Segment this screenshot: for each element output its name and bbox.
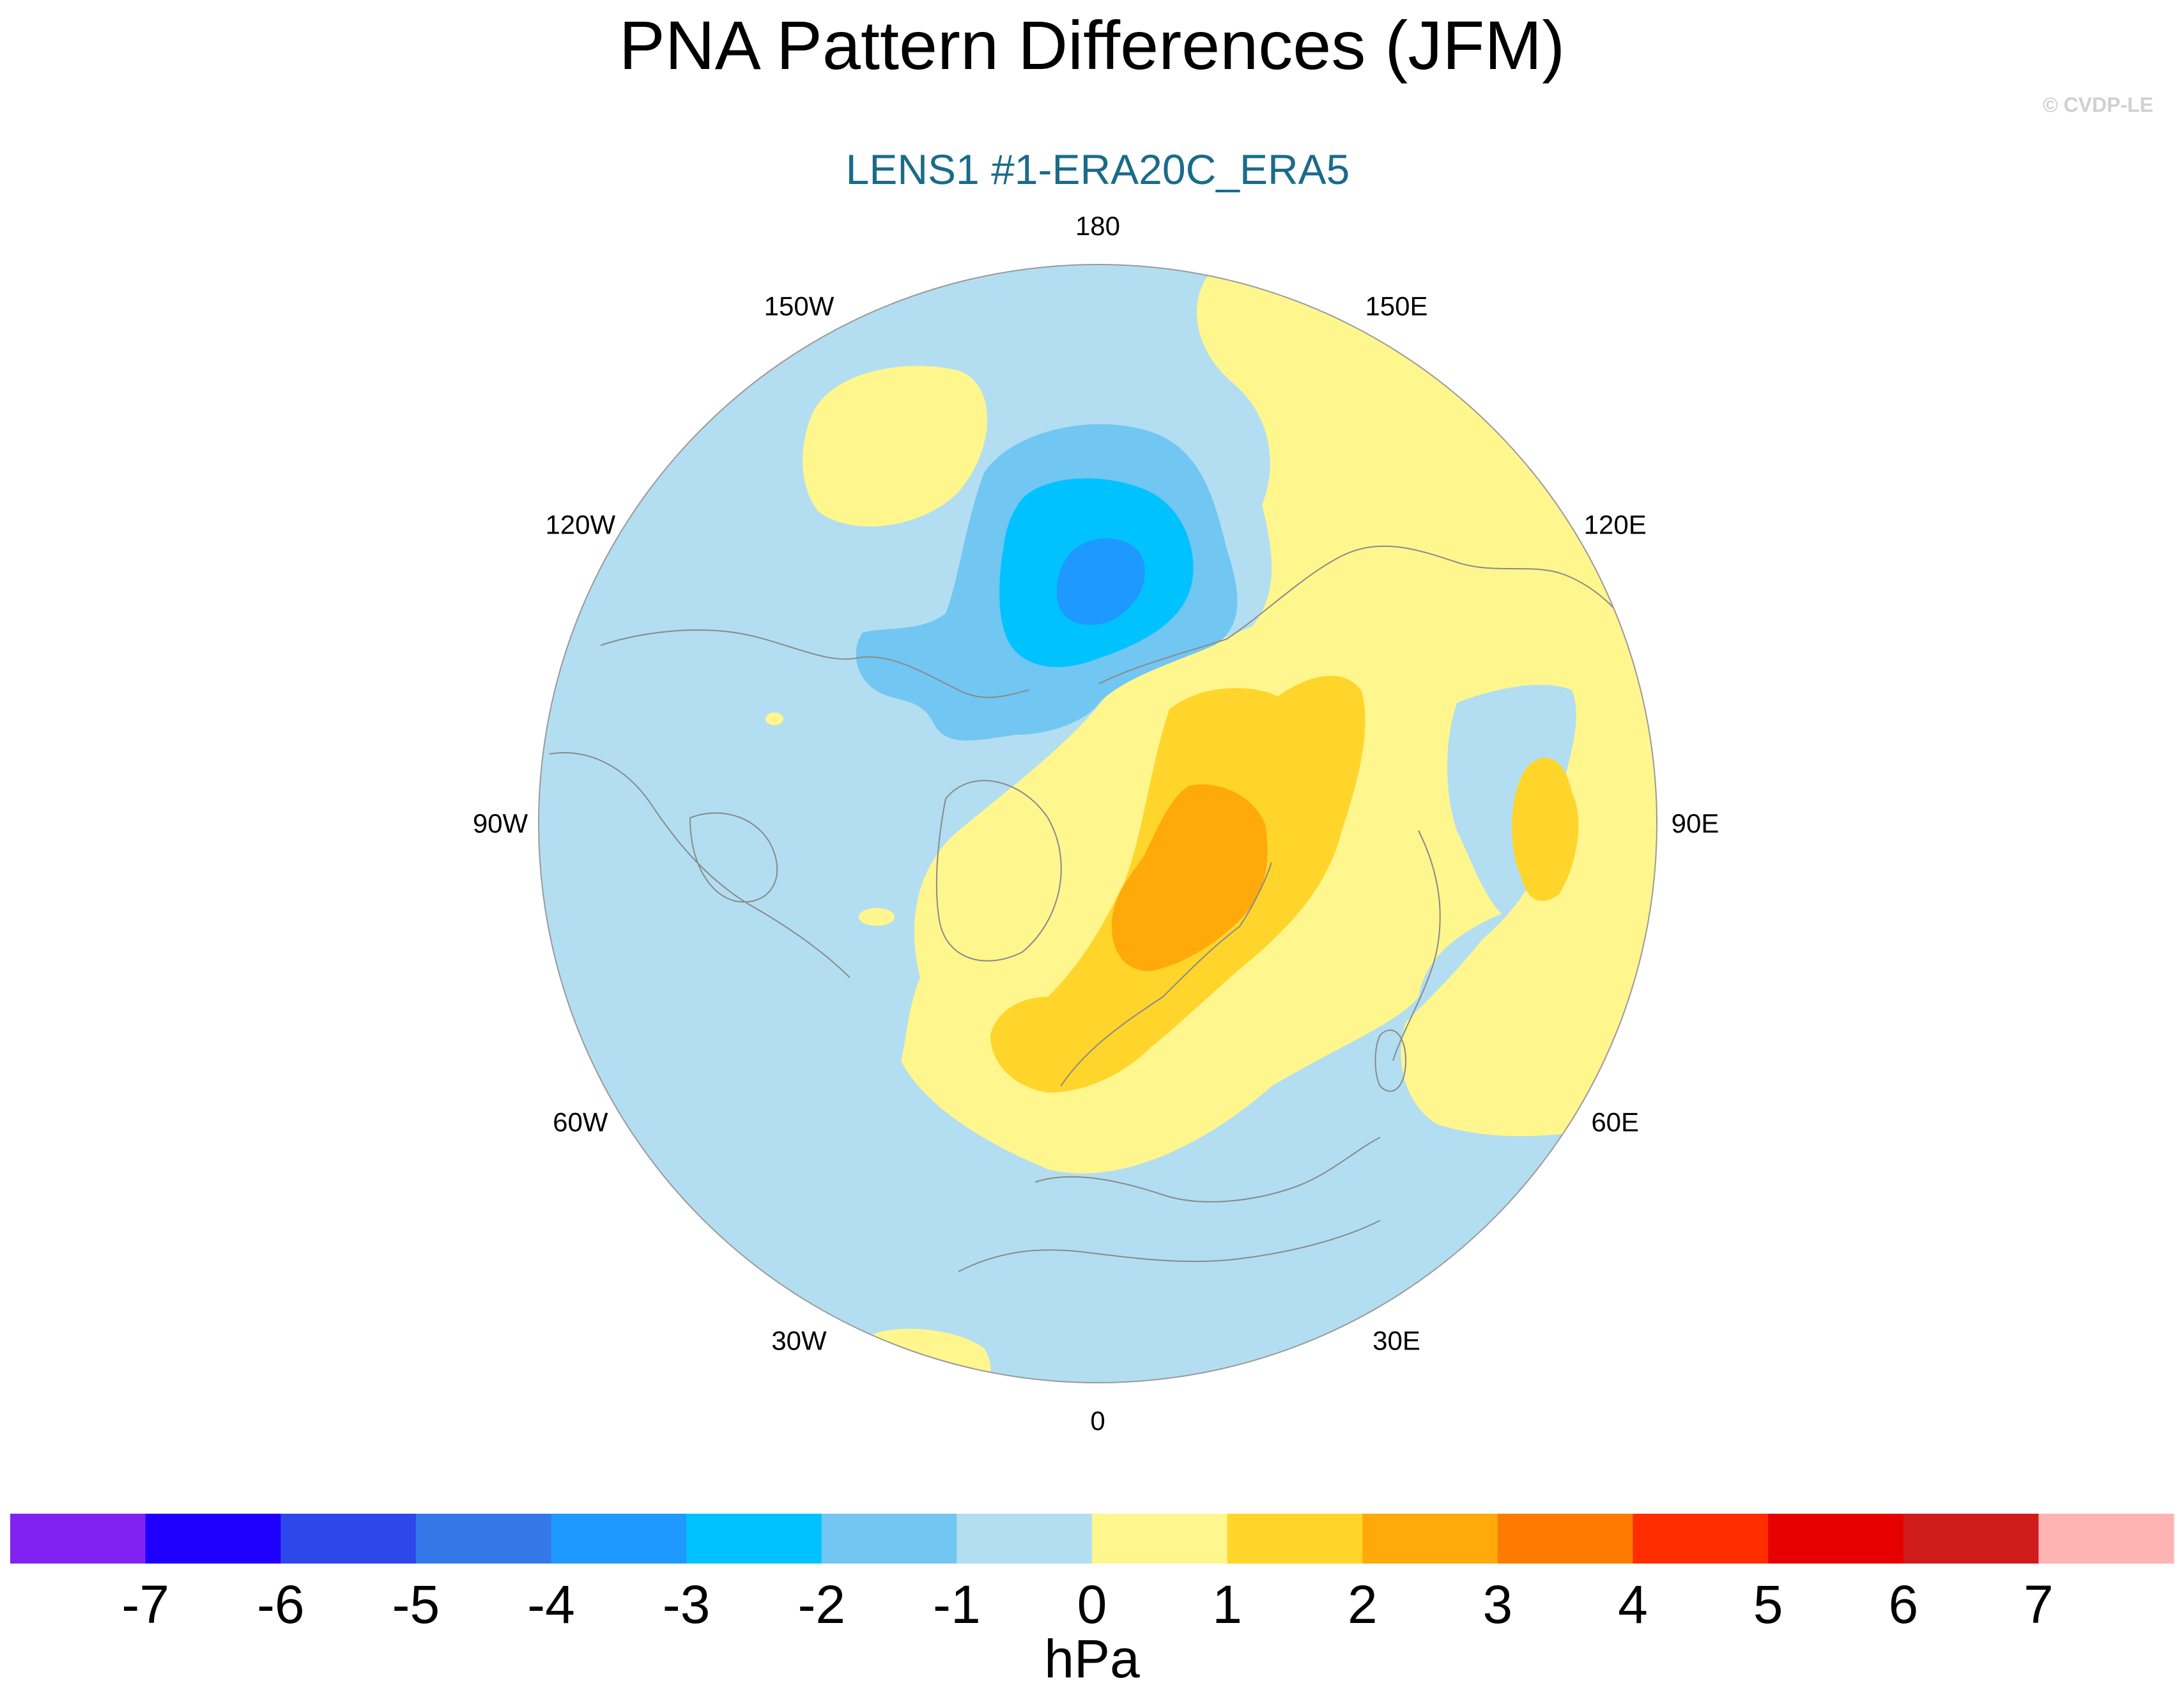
coastline-hudson-bay bbox=[689, 812, 778, 903]
colorbar-bin bbox=[821, 1514, 957, 1564]
colorbar-bin bbox=[1227, 1514, 1363, 1564]
colorbar-tick-label: 5 bbox=[1753, 1574, 1783, 1634]
longitude-label-150e: 150E bbox=[1365, 291, 1427, 321]
coastline-africa-north bbox=[958, 1220, 1381, 1272]
figure-subtitle: LENS1 #1-ERA20C_ERA5 bbox=[846, 146, 1350, 193]
colorbar-bins bbox=[10, 1514, 2174, 1564]
coastlines bbox=[549, 545, 1636, 1272]
figure-title: PNA Pattern Differences (JFM) bbox=[619, 6, 1565, 84]
colorbar-tick-label: 2 bbox=[1348, 1574, 1378, 1634]
colorbar-bin bbox=[1633, 1514, 1769, 1564]
north-pacific-negative-core bbox=[1056, 538, 1145, 626]
coastline-siberia bbox=[1098, 545, 1636, 684]
colorbar-bin bbox=[10, 1514, 146, 1564]
colorbar-bin bbox=[1092, 1514, 1228, 1564]
coastline-mediterranean bbox=[1034, 1137, 1381, 1203]
longitude-label-30w: 30W bbox=[771, 1326, 827, 1356]
colorbar-bin bbox=[1768, 1514, 1904, 1564]
colorbar-bin bbox=[281, 1514, 417, 1564]
coastline-north-america-east bbox=[549, 752, 850, 978]
coastline-east-asia bbox=[1392, 830, 1441, 1061]
scandinavia-positive-core bbox=[1112, 784, 1268, 971]
longitude-label-90e: 90E bbox=[1672, 808, 1719, 838]
colorbar-tick-label: -2 bbox=[797, 1574, 845, 1634]
colorbar-tick-label: -1 bbox=[933, 1574, 981, 1634]
colorbar-tick-label: -6 bbox=[257, 1574, 305, 1634]
longitude-label-120w: 120W bbox=[545, 510, 615, 540]
pacific-positive-patch bbox=[803, 365, 987, 527]
colorbar-tick-label: 0 bbox=[1077, 1574, 1107, 1634]
coastline-caspian bbox=[1374, 1029, 1407, 1092]
longitude-label-90w: 90W bbox=[473, 808, 528, 838]
colorbar-bin bbox=[145, 1514, 281, 1564]
longitude-label-0: 0 bbox=[1090, 1406, 1105, 1436]
longitude-label-30e: 30E bbox=[1373, 1326, 1420, 1356]
colorbar-bin bbox=[1362, 1514, 1498, 1564]
colorbar-tick-label: -3 bbox=[663, 1574, 711, 1634]
colorbar-tick-label: -4 bbox=[527, 1574, 575, 1634]
colorbar-tick-label: 6 bbox=[1888, 1574, 1918, 1634]
colorbar-unit-label: hPa bbox=[1044, 1629, 1140, 1689]
map-boundary bbox=[538, 264, 1657, 1383]
copyright-label: © CVDP-LE bbox=[2043, 93, 2153, 116]
colorbar-tick-label: 4 bbox=[1618, 1574, 1648, 1634]
colorbar-tick-label: -5 bbox=[392, 1574, 440, 1634]
central-asia-positive-patch bbox=[1512, 757, 1579, 901]
colorbar-bin bbox=[1497, 1514, 1634, 1564]
colorbar-bin bbox=[1903, 1514, 2039, 1564]
longitude-label-120e: 120E bbox=[1584, 510, 1647, 540]
colorbar-bin bbox=[551, 1514, 687, 1564]
positive-spot bbox=[859, 908, 895, 926]
colorbar-tick-labels: -7 -6 -5 -4 -3 -2 -1 0 1 2 3 4 5 6 7 bbox=[121, 1574, 2054, 1634]
longitude-labels: 180 150E 120E 90E 60E 30E 0 30W 60W 90W 120W 150W bbox=[473, 211, 1719, 1436]
longitude-label-60w: 60W bbox=[553, 1107, 608, 1137]
longitude-label-150w: 150W bbox=[764, 291, 834, 321]
colorbar-bin bbox=[415, 1514, 552, 1564]
colorbar-tick-label: 1 bbox=[1212, 1574, 1242, 1634]
colorbar-bin bbox=[2038, 1514, 2174, 1564]
colorbar: -7 -6 -5 -4 -3 -2 -1 0 1 2 3 4 5 6 7 hPa bbox=[10, 1514, 2174, 1689]
colorbar-tick-label: 3 bbox=[1483, 1574, 1513, 1634]
coastline-europe bbox=[1060, 862, 1272, 1087]
coastline-alaska bbox=[600, 629, 1029, 698]
positive-spot bbox=[765, 712, 783, 725]
colorbar-tick-label: -7 bbox=[121, 1574, 169, 1634]
colorbar-tick-label: 7 bbox=[2024, 1574, 2054, 1634]
polar-map: 180 150E 120E 90E 60E 30E 0 30W 60W 90W 120W 150W bbox=[473, 211, 1719, 1436]
colorbar-bin bbox=[686, 1514, 822, 1564]
colorbar-bin bbox=[957, 1514, 1093, 1564]
longitude-label-60e: 60E bbox=[1591, 1107, 1639, 1137]
coastline-greenland bbox=[935, 780, 1062, 962]
longitude-label-180: 180 bbox=[1075, 211, 1120, 241]
